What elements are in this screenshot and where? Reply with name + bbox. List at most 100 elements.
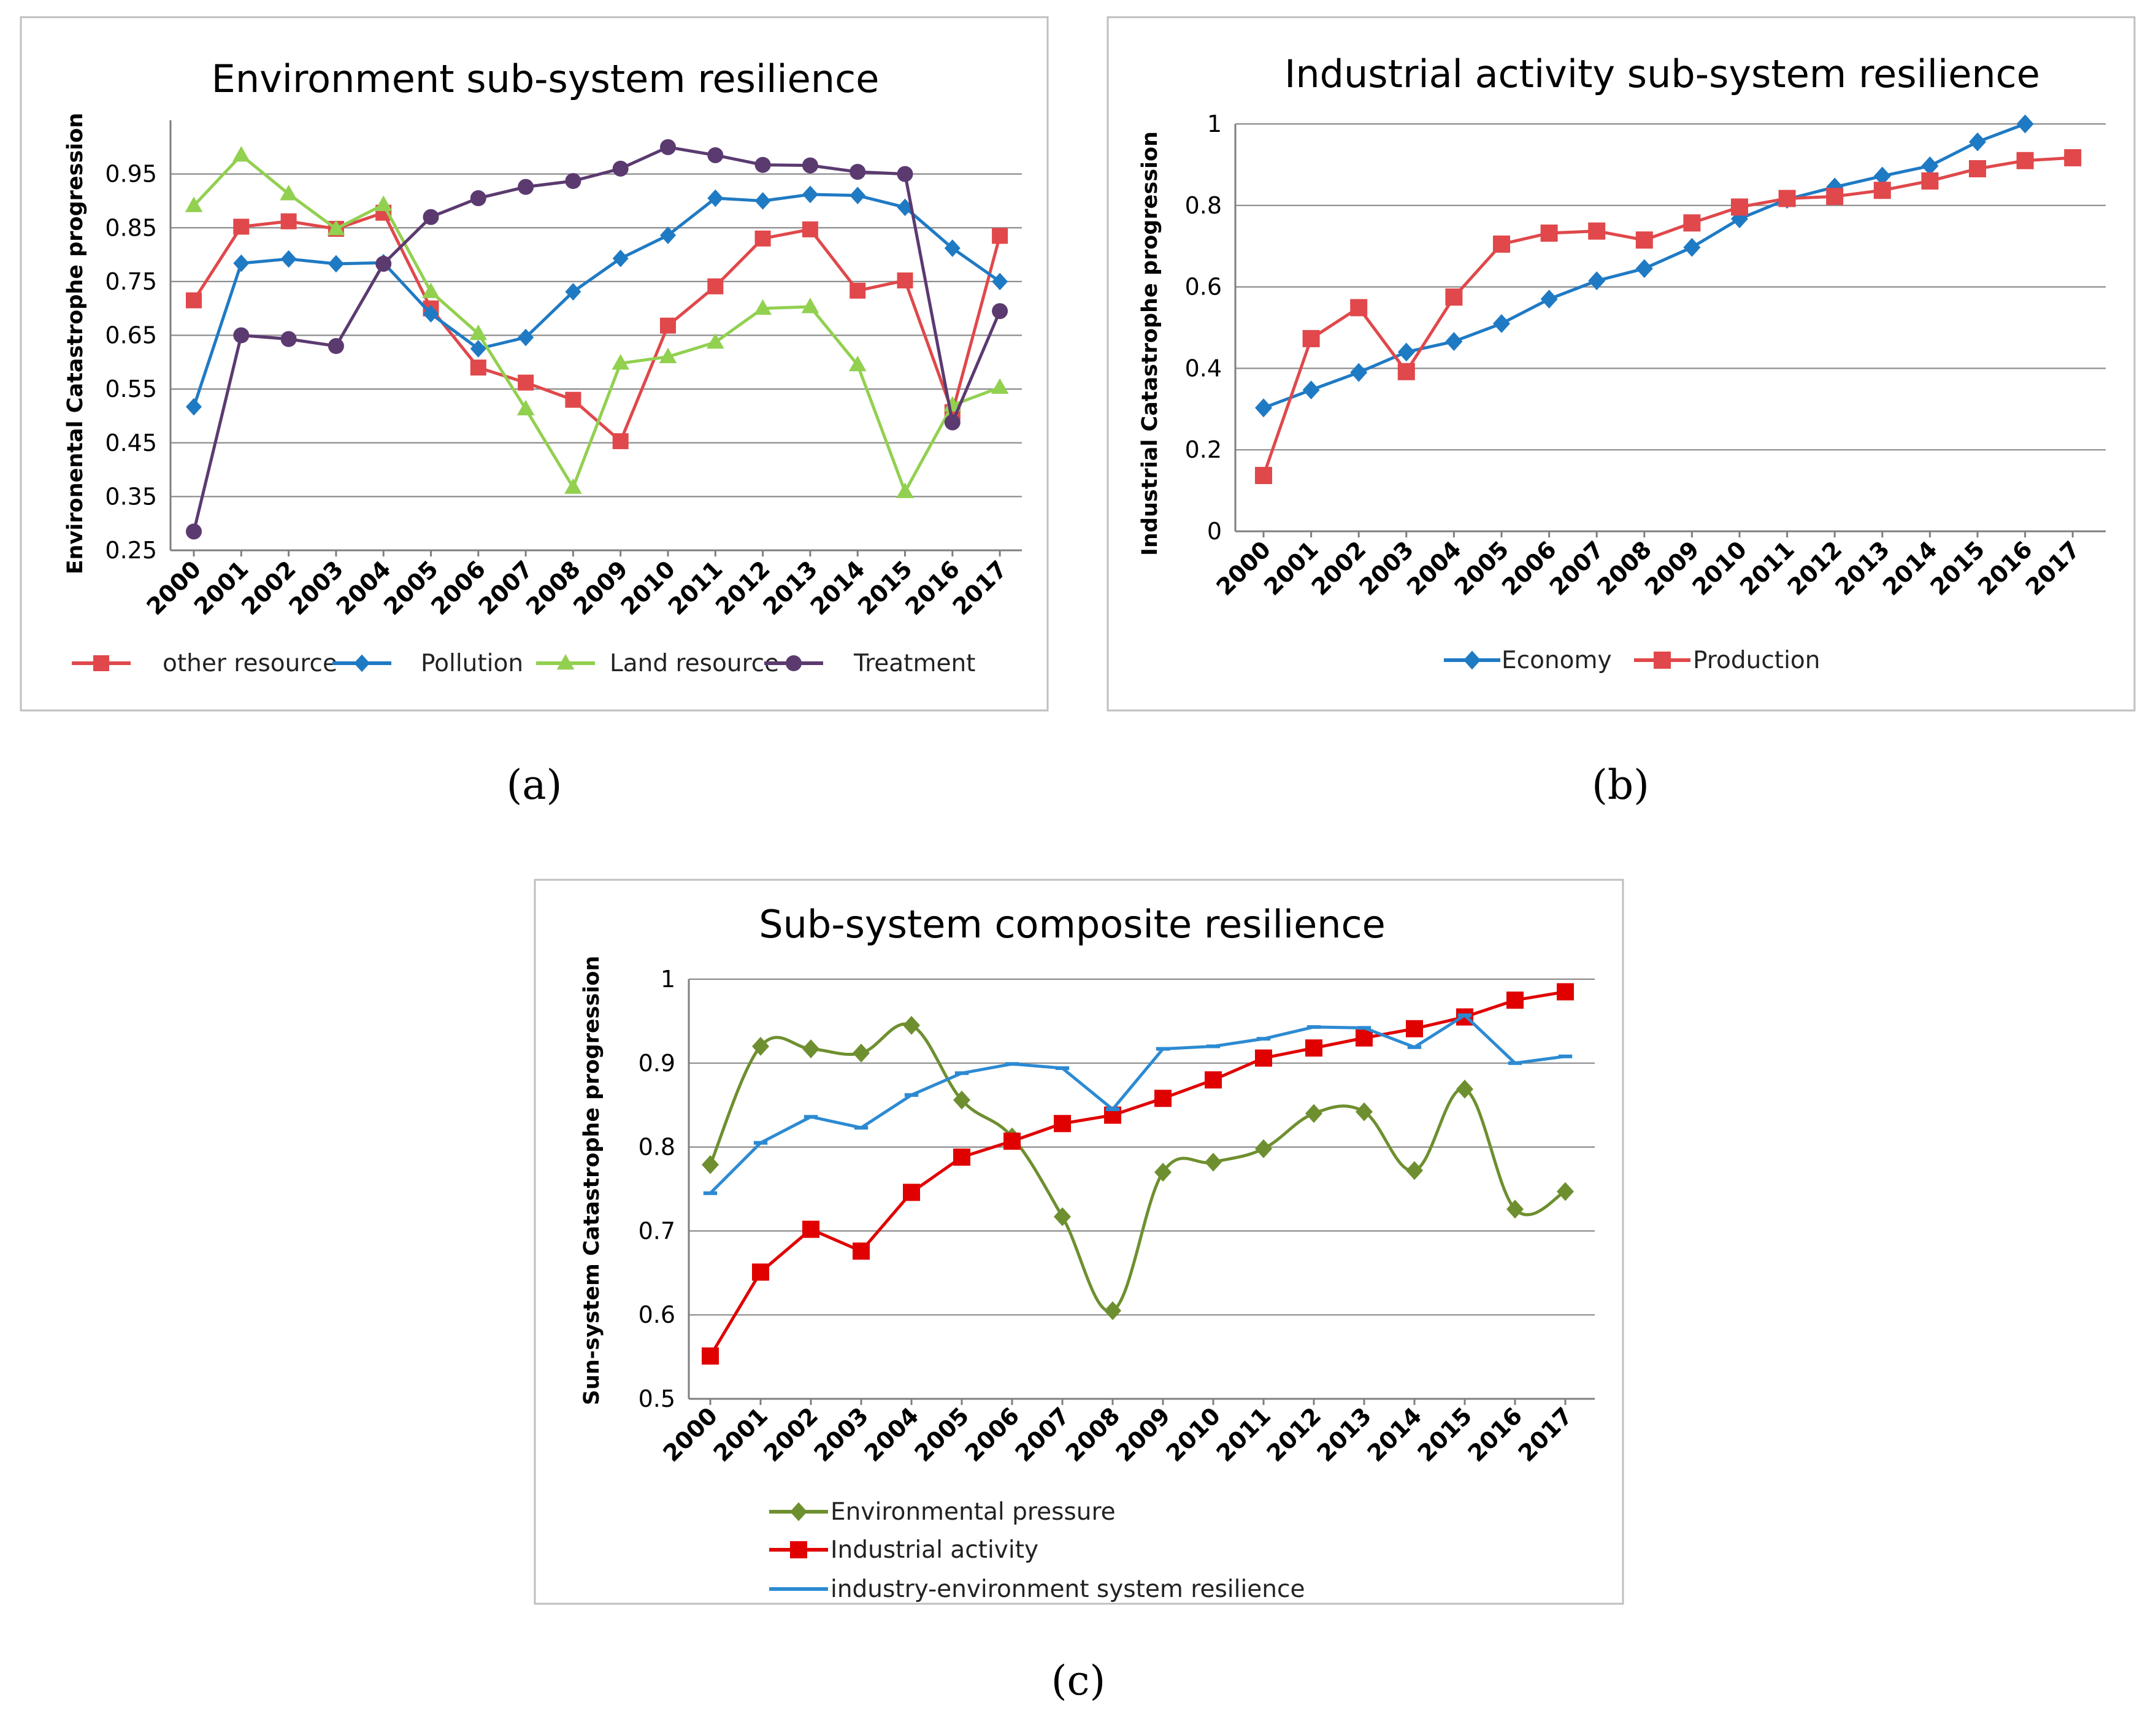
chart-a-series [185, 139, 1009, 540]
series-other-resource-point [707, 278, 724, 294]
chart-b-legend: Economy Production [1444, 647, 1820, 674]
series-production [1255, 149, 2082, 485]
legend-marker-treatment [786, 655, 802, 671]
series-other-resource-point [186, 292, 202, 309]
series-industrial-activity-point [903, 1183, 920, 1201]
series-economy-point [1873, 166, 1891, 186]
chart-b-series [1255, 114, 2082, 485]
chart-c-series [702, 983, 1574, 1365]
legend-marker-industrial-activity [790, 1541, 807, 1558]
series-production-point [1683, 214, 1701, 232]
panel-label-b: (b) [1592, 761, 1649, 809]
series-industry-environment-system-resilience [703, 1013, 1573, 1195]
series-environmental-pressure-point [702, 1155, 719, 1174]
series-industry-environment-system-resilience-point [1206, 1044, 1221, 1049]
chart-a-ytick-label: 0.75 [105, 268, 157, 295]
series-economy-point [1350, 363, 1368, 382]
chart-c-frame [534, 879, 1624, 1605]
series-other-resource-point [470, 360, 486, 376]
series-production-point [2064, 149, 2082, 167]
series-industry-environment-system-resilience-point [703, 1191, 718, 1195]
series-pollution-point [944, 239, 961, 257]
chart-b-ytick-label: 0.4 [1185, 355, 1222, 382]
series-industrial-activity-point [1406, 1020, 1423, 1037]
chart-b-y-ticks: 0 0.2 0.4 0.6 0.8 1 [1185, 110, 1222, 545]
series-pollution-point [423, 305, 439, 323]
chart-c-y-ticks: 0.5 0.6 0.7 0.8 0.9 1 [639, 966, 675, 1412]
series-industry-environment-system-resilience-point [1457, 1013, 1472, 1017]
series-pollution-point [707, 189, 724, 207]
series-treatment-point [375, 255, 392, 272]
chart-b-grid [1234, 123, 2106, 533]
legend-label-treatment: Treatment [853, 650, 975, 677]
legend-marker-industry-environment-system-resilience [791, 1587, 806, 1591]
series-other-resource-point [280, 213, 297, 229]
series-industry-environment-system-resilience-point [753, 1141, 768, 1145]
chart-a-ytick-label: 0.25 [105, 537, 157, 564]
series-production-point [1445, 288, 1463, 306]
series-land-resource-point [469, 324, 488, 341]
chart-b-ytick-label: 1 [1207, 110, 1222, 137]
legend-item-economy: Economy [1444, 647, 1612, 674]
legend-label-land-resource: Land resource [610, 650, 779, 677]
series-production-point [1921, 172, 1939, 190]
series-production-point [1350, 299, 1368, 317]
series-environmental-pressure [702, 1015, 1574, 1320]
series-environmental-pressure-point [1406, 1161, 1423, 1180]
series-land-resource-line [193, 153, 1000, 493]
series-treatment-point [423, 209, 439, 225]
chart-c-ytick-label: 0.6 [639, 1301, 675, 1328]
chart-a-ytick-label: 0.65 [105, 322, 157, 349]
series-industrial-activity-point [1356, 1029, 1373, 1047]
legend-marker-economy [1464, 650, 1481, 670]
series-pollution-point [518, 328, 534, 347]
legend-item-treatment: Treatment [764, 650, 975, 677]
series-treatment-point [233, 327, 250, 344]
chart-b-frame [1107, 16, 2136, 712]
series-land-resource-point [612, 354, 629, 370]
series-land-resource-point [943, 396, 962, 412]
series-production-point [1397, 363, 1415, 380]
series-environmental-pressure-point [752, 1037, 769, 1056]
legend-item-production: Production [1634, 647, 1820, 674]
legend-marker-pollution [354, 654, 370, 672]
series-other-resource-point [802, 221, 818, 237]
series-treatment-point [754, 156, 771, 173]
series-industry-environment-system-resilience-point [1105, 1107, 1120, 1112]
series-economy-point [1635, 259, 1653, 279]
legend-label-other-resource: other resource [163, 650, 337, 677]
series-environmental-pressure-point [802, 1039, 819, 1058]
chart-c-ytick-label: 0.8 [639, 1134, 675, 1161]
series-production-point [1826, 188, 1844, 206]
legend-label-economy: Economy [1502, 647, 1612, 674]
chart-b-ytick-label: 0.6 [1185, 274, 1222, 301]
series-treatment-point [328, 338, 344, 355]
series-production-point [1969, 160, 1986, 178]
chart-b-ytick-label: 0 [1207, 518, 1222, 545]
series-industrial-activity-point [1205, 1071, 1222, 1089]
chart-a-ytick-label: 0.55 [105, 375, 157, 402]
series-land-resource-point [327, 220, 345, 236]
series-land-resource-point [848, 355, 867, 372]
series-economy-point [1683, 237, 1701, 257]
series-production-point [1255, 467, 1272, 485]
series-land-resource-point [564, 478, 582, 494]
series-land-resource-point [280, 185, 297, 201]
series-economy-point [1255, 398, 1272, 418]
chart-a-ylabel: Environental Catastrophe progression [63, 113, 88, 575]
series-economy-point [1921, 156, 1939, 175]
series-industry-environment-system-resilience-point [854, 1126, 869, 1130]
legend-label-production: Production [1693, 647, 1820, 674]
chart-a-ytick-label: 0.85 [105, 214, 157, 241]
legend-label-environmental-pressure: Environmental pressure [831, 1498, 1116, 1526]
legend-item-land-resource: Land resource [536, 650, 779, 677]
series-treatment [186, 139, 1008, 540]
series-pollution-point [897, 198, 913, 217]
series-land-resource-point [896, 482, 914, 498]
chart-b-title: Industrial activity sub-system resilienc… [1284, 52, 2040, 96]
legend-item-environmental-pressure: Environmental pressure [769, 1498, 1116, 1526]
legend-marker-production [1654, 652, 1671, 669]
series-environmental-pressure-point [1456, 1079, 1473, 1099]
series-land-resource-point [801, 298, 819, 314]
